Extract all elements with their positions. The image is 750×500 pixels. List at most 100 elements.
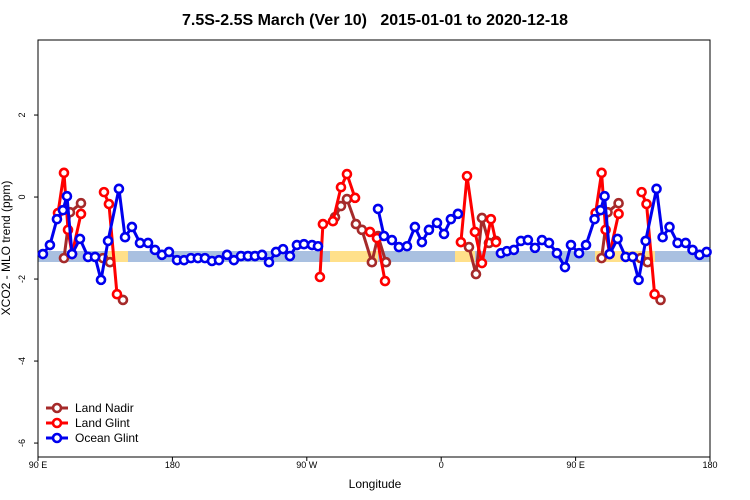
data-point bbox=[366, 256, 378, 268]
land-band bbox=[455, 251, 475, 262]
data-point bbox=[256, 249, 268, 261]
data-point bbox=[522, 234, 534, 246]
data-point bbox=[298, 238, 310, 250]
legend-marker bbox=[51, 417, 63, 429]
data-point bbox=[341, 168, 353, 180]
data-point bbox=[565, 239, 577, 251]
data-point bbox=[335, 181, 347, 193]
data-point bbox=[604, 248, 615, 260]
data-point bbox=[613, 197, 624, 209]
data-point bbox=[596, 252, 607, 264]
data-point bbox=[314, 271, 326, 283]
x-tick-label: 180 bbox=[165, 460, 180, 470]
data-point bbox=[476, 257, 488, 269]
data-point bbox=[372, 203, 384, 215]
land-band bbox=[330, 251, 378, 262]
data-point bbox=[508, 244, 520, 256]
data-point bbox=[341, 193, 353, 205]
data-point bbox=[284, 250, 296, 262]
data-point bbox=[485, 213, 497, 225]
data-point bbox=[409, 221, 421, 233]
data-point bbox=[595, 204, 606, 216]
data-point bbox=[95, 274, 107, 286]
data-point bbox=[612, 233, 623, 245]
data-point bbox=[438, 228, 450, 240]
data-point bbox=[423, 224, 435, 236]
y-axis-title: XCO2 - MLO trend (ppm) bbox=[0, 181, 13, 316]
legend-marker bbox=[51, 432, 63, 444]
data-point bbox=[596, 167, 607, 179]
data-point bbox=[57, 204, 69, 216]
data-point bbox=[636, 186, 647, 198]
data-point bbox=[349, 192, 361, 204]
y-tick-label: -4 bbox=[17, 357, 27, 365]
data-point bbox=[664, 221, 675, 233]
land-band bbox=[108, 251, 128, 262]
data-point bbox=[312, 240, 324, 252]
legend-label: Ocean Glint bbox=[75, 431, 139, 445]
data-point bbox=[111, 288, 123, 300]
legend-label: Land Glint bbox=[75, 416, 130, 430]
x-axis-title: Longitude bbox=[349, 477, 402, 491]
data-point bbox=[98, 186, 110, 198]
data-point bbox=[113, 183, 125, 195]
data-point bbox=[58, 167, 70, 179]
x-tick-label: 180 bbox=[702, 460, 717, 470]
data-point bbox=[66, 248, 78, 260]
data-point bbox=[75, 208, 87, 220]
data-point bbox=[463, 241, 475, 253]
data-point bbox=[461, 170, 473, 182]
data-point bbox=[613, 208, 624, 220]
data-point bbox=[543, 237, 555, 249]
data-point bbox=[317, 218, 329, 230]
x-tick-label: 90 W bbox=[296, 460, 318, 470]
data-point bbox=[640, 235, 651, 247]
data-point bbox=[89, 251, 101, 263]
y-tick-label: 0 bbox=[17, 195, 27, 200]
data-point bbox=[627, 251, 638, 263]
x-tick-label: 90 E bbox=[566, 460, 585, 470]
data-point bbox=[559, 261, 571, 273]
data-point bbox=[687, 244, 698, 256]
data-point bbox=[61, 190, 73, 202]
data-point bbox=[58, 252, 70, 264]
data-point bbox=[74, 233, 86, 245]
data-point bbox=[393, 241, 405, 253]
data-point bbox=[221, 249, 233, 261]
legend-marker bbox=[51, 402, 63, 414]
data-point bbox=[378, 230, 390, 242]
y-tick-label: -2 bbox=[17, 275, 27, 283]
data-point bbox=[37, 248, 49, 260]
data-point bbox=[657, 231, 668, 243]
data-point bbox=[431, 217, 443, 229]
data-point bbox=[651, 183, 662, 195]
data-point bbox=[529, 242, 541, 254]
data-point bbox=[490, 236, 502, 248]
data-point bbox=[142, 237, 154, 249]
data-point bbox=[680, 237, 691, 249]
data-point bbox=[416, 236, 428, 248]
data-point bbox=[452, 208, 464, 220]
data-point bbox=[149, 244, 161, 256]
data-point bbox=[213, 254, 225, 266]
data-point bbox=[655, 294, 666, 306]
data-point bbox=[476, 212, 488, 224]
data-point bbox=[103, 198, 115, 210]
data-point bbox=[364, 226, 376, 238]
series-line bbox=[56, 171, 657, 295]
data-point bbox=[386, 234, 398, 246]
data-point bbox=[469, 226, 481, 238]
data-point bbox=[102, 235, 114, 247]
data-point bbox=[470, 268, 482, 280]
data-point bbox=[589, 213, 600, 225]
y-tick-label: 2 bbox=[17, 113, 27, 118]
data-point bbox=[119, 231, 131, 243]
data-point bbox=[126, 221, 138, 233]
y-tick-label: -6 bbox=[17, 439, 27, 447]
data-point bbox=[551, 247, 563, 259]
data-point bbox=[51, 213, 63, 225]
data-point bbox=[263, 256, 275, 268]
data-point bbox=[327, 215, 339, 227]
data-point bbox=[633, 274, 644, 286]
